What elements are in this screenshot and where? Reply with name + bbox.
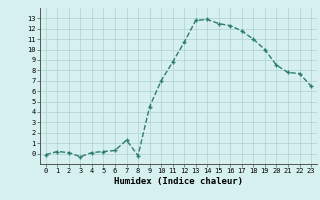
X-axis label: Humidex (Indice chaleur): Humidex (Indice chaleur) [114, 177, 243, 186]
